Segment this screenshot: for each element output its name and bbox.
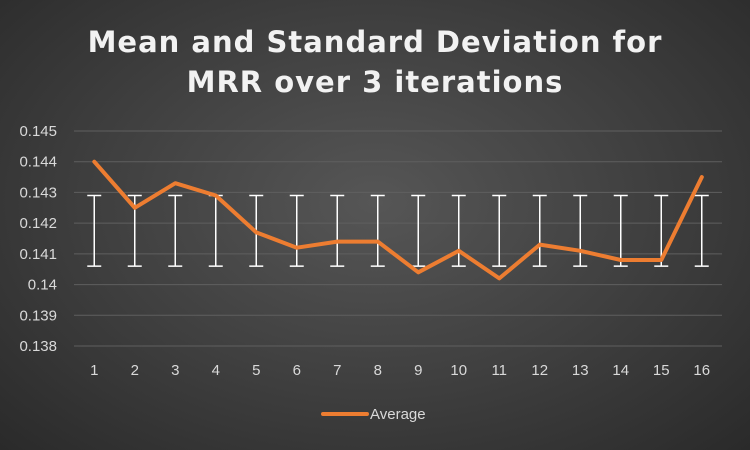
- y-tick-label: 0.144: [19, 154, 57, 171]
- x-tick-label: 13: [572, 362, 589, 379]
- x-tick-label: 1: [90, 362, 98, 379]
- x-tick-label: 12: [531, 362, 548, 379]
- error-bar: [168, 194, 183, 267]
- error-bar: [370, 194, 385, 267]
- error-bar: [573, 194, 588, 267]
- error-bar: [694, 194, 709, 267]
- y-tick-label: 0.142: [19, 215, 57, 232]
- error-bar: [613, 194, 628, 267]
- error-bar: [411, 194, 426, 267]
- error-bar: [289, 194, 304, 267]
- error-bar: [532, 194, 547, 267]
- x-tick-label: 9: [414, 362, 422, 379]
- y-tick-label: 0.14: [28, 277, 57, 294]
- error-bar: [451, 194, 466, 267]
- legend: Average: [321, 406, 426, 423]
- error-bar: [654, 194, 669, 267]
- series-lines: [92, 159, 704, 281]
- x-tick-label: 5: [252, 362, 260, 379]
- y-tick-label: 0.139: [19, 307, 57, 324]
- chart-title-line-2: MRR over 3 iterations: [186, 65, 564, 99]
- x-tick-label: 10: [450, 362, 467, 379]
- error-bar: [330, 194, 345, 267]
- y-tick-label: 0.143: [19, 184, 57, 201]
- error-bar: [208, 194, 223, 267]
- x-tick-label: 4: [212, 362, 220, 379]
- x-tick-label: 16: [693, 362, 710, 379]
- chart-title-line-1: Mean and Standard Deviation for: [87, 25, 663, 59]
- error-bar: [492, 194, 507, 267]
- y-tick-label: 0.138: [19, 338, 57, 355]
- x-tick-label: 6: [293, 362, 301, 379]
- y-tick-label: 0.145: [19, 123, 57, 140]
- y-tick-label: 0.141: [19, 246, 57, 263]
- error-bar: [87, 194, 102, 267]
- x-tick-label: 8: [374, 362, 382, 379]
- legend-label: Average: [370, 406, 426, 423]
- x-tick-label: 14: [612, 362, 629, 379]
- series-line-average: [92, 159, 704, 281]
- gridlines: [74, 130, 722, 347]
- x-tick-label: 2: [131, 362, 139, 379]
- x-tick-label: 3: [171, 362, 179, 379]
- x-tick-label: 7: [333, 362, 341, 379]
- x-tick-label: 15: [653, 362, 670, 379]
- error-bars: [87, 194, 709, 267]
- x-axis-ticks: 1 2 3 4 5 6 7 8 9 10 11 12 13 14 15 16: [90, 362, 710, 379]
- x-tick-label: 11: [491, 362, 507, 379]
- y-axis-ticks: 0.138 0.139 0.14 0.141 0.142 0.143 0.144 0.145: [19, 123, 57, 355]
- chart-title: Mean and Standard Deviation for MRR over…: [0, 22, 750, 102]
